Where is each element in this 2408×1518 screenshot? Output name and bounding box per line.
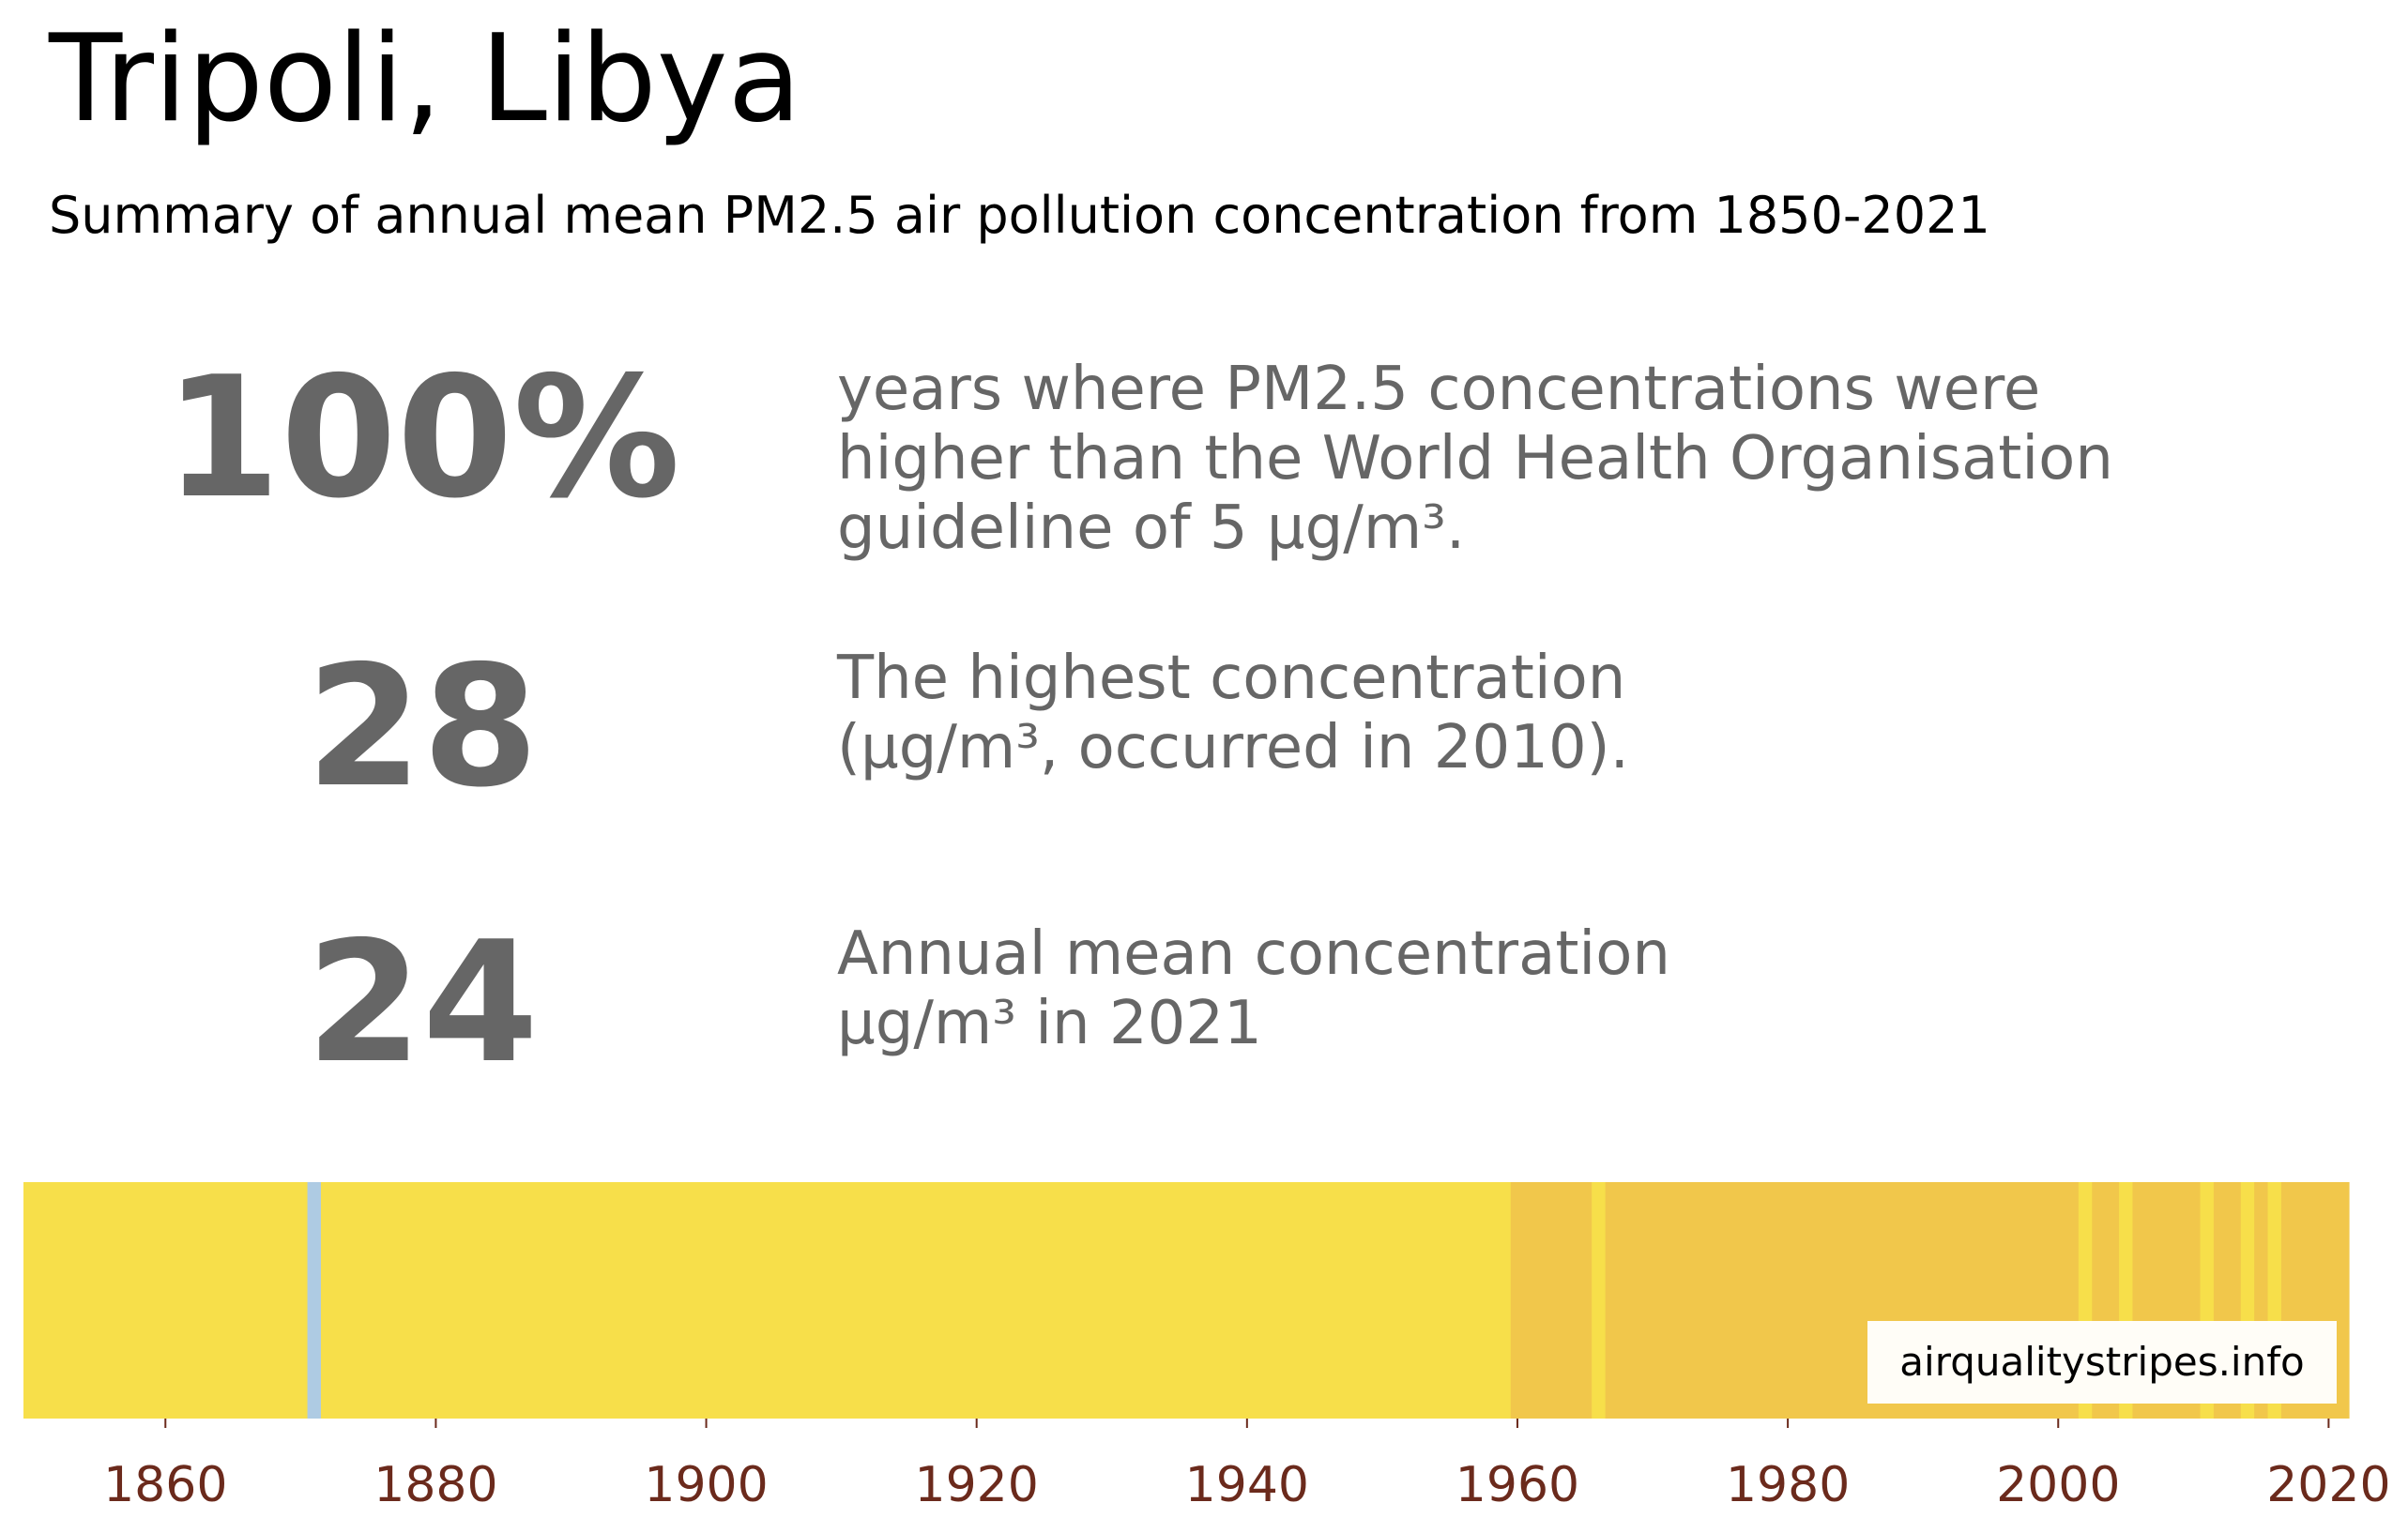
stat-value-annual-mean: 24	[306, 905, 539, 1100]
stripe-band-2	[320, 1182, 1512, 1419]
stripe-band-0	[23, 1182, 309, 1419]
x-tick-label-1900: 1900	[644, 1457, 768, 1513]
stat-description-highest: The highest concentration (μg/m³, occurr…	[837, 644, 1629, 782]
stat-description-annual-mean: Annual mean concentration μg/m³ in 2021	[837, 919, 1670, 1058]
stripe-band-3	[1510, 1182, 1593, 1419]
stat-value-highest: 28	[306, 630, 539, 824]
x-tick-label-1940: 1940	[1185, 1457, 1309, 1513]
stripe-band-1	[307, 1182, 322, 1419]
x-tick-label-1880: 1880	[373, 1457, 497, 1513]
page-subtitle: Summary of annual mean PM2.5 air polluti…	[49, 186, 1990, 245]
x-tick-label-1920: 1920	[915, 1457, 1039, 1513]
x-tick-label-2020: 2020	[2266, 1457, 2390, 1513]
x-axis-ticks: 1860 1880 1900 1920 1940 1960 1980 2000 2020	[103, 1419, 2391, 1513]
stat-description-percent: years where PM2.5 concentrations were hi…	[837, 355, 2113, 563]
credit-box: airqualitystripes.info	[1867, 1321, 2337, 1404]
credit-label: airqualitystripes.info	[1899, 1339, 2305, 1385]
stripes-bands	[23, 1182, 2350, 1419]
stat-value-percent: 100%	[164, 341, 680, 535]
x-tick-label-1860: 1860	[103, 1457, 227, 1513]
x-tick-label-1960: 1960	[1455, 1457, 1579, 1513]
x-tick-label-1980: 1980	[1726, 1457, 1850, 1513]
stripe-band-4	[1592, 1182, 1607, 1419]
page-title: Tripoli, Libya	[49, 9, 801, 149]
x-tick-label-2000: 2000	[1996, 1457, 2120, 1513]
